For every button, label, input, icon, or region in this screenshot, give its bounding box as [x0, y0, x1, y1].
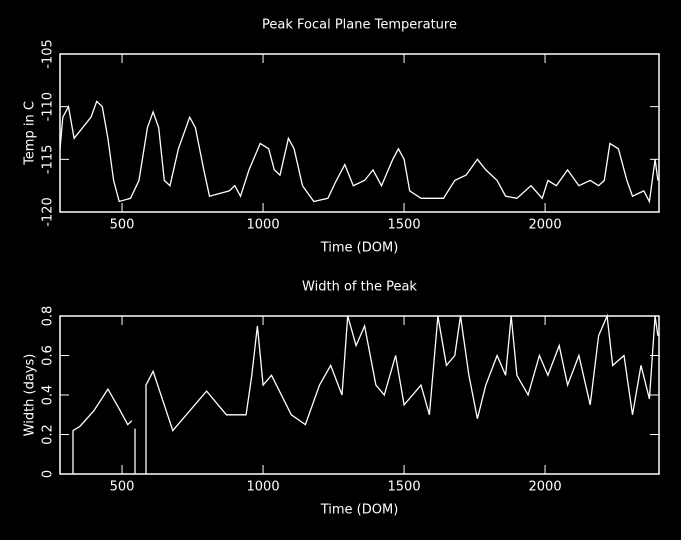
y-tick-label: 0 [41, 470, 56, 478]
data-line [59, 100, 659, 204]
y-tick-label: -105 [41, 39, 56, 69]
plot-frame [59, 315, 660, 475]
chart-title: Peak Focal Plane Temperature [262, 18, 457, 33]
data-line [72, 313, 659, 474]
y-tick-label: -120 [41, 197, 56, 227]
y-tick-label: 0.2 [41, 424, 56, 445]
y-tick-label: 0.4 [41, 385, 56, 406]
x-tick-label: 1000 [247, 480, 280, 495]
x-tick-label: 2000 [529, 480, 562, 495]
x-tick-label: 1500 [388, 480, 421, 495]
y-tick-label: 0.8 [41, 306, 56, 327]
x-tick-label: 500 [110, 480, 135, 495]
plot-frame [59, 53, 660, 213]
x-tick-label: 2000 [529, 218, 562, 233]
x-tick-label: 1500 [388, 218, 421, 233]
x-axis-label: Time (DOM) [320, 503, 399, 518]
x-tick-label: 1000 [247, 218, 280, 233]
x-tick-label: 500 [110, 218, 135, 233]
chart-title: Width of the Peak [302, 280, 417, 295]
y-tick-label: -110 [41, 92, 56, 122]
y-axis-label: Temp in C [23, 101, 38, 166]
y-axis-label: Width (days) [23, 354, 38, 437]
y-tick-label: 0.6 [41, 345, 56, 366]
y-tick-label: -115 [41, 145, 56, 175]
x-axis-label: Time (DOM) [320, 241, 399, 256]
